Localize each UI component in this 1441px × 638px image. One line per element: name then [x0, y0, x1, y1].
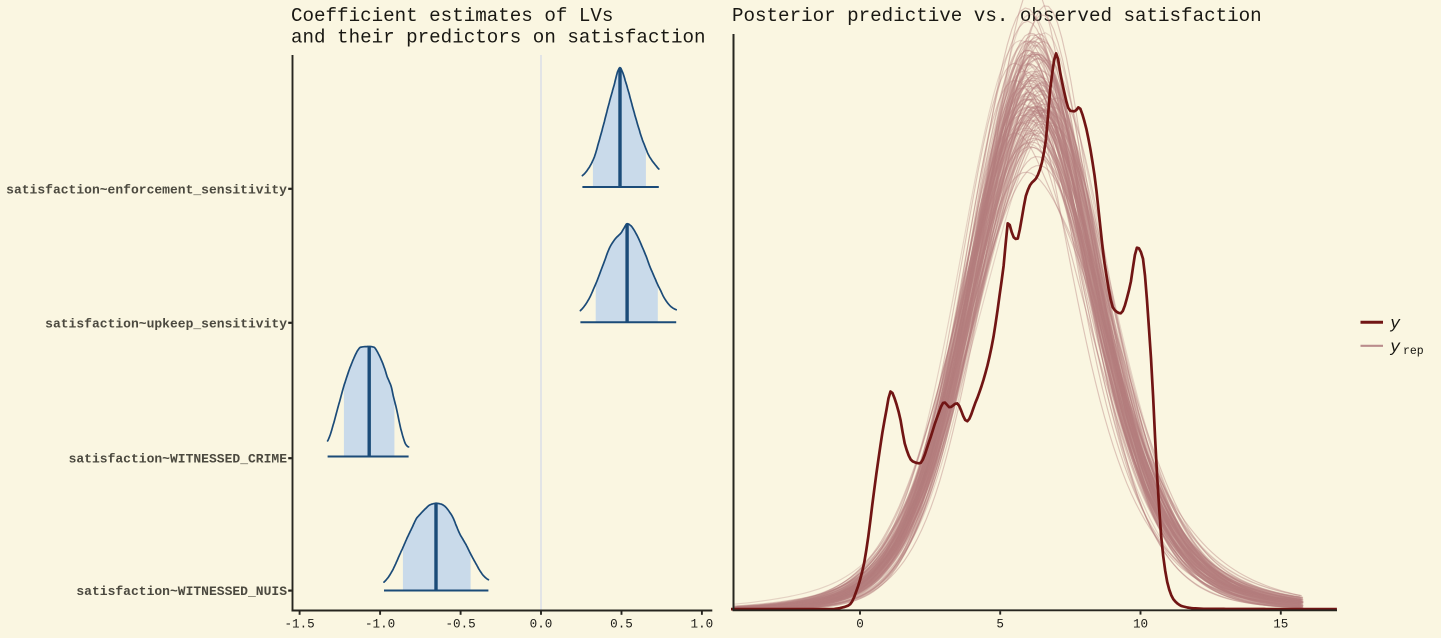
svg-text:10: 10: [1133, 618, 1148, 632]
svg-text:rep: rep: [1403, 345, 1424, 358]
svg-text:y: y: [1389, 315, 1401, 334]
svg-text:y: y: [1389, 339, 1401, 358]
svg-text:0: 0: [856, 618, 864, 632]
svg-text:satisfaction~WITNESSED_NUIS: satisfaction~WITNESSED_NUIS: [76, 584, 287, 599]
svg-text:and their predictors on satisf: and their predictors on satisfaction: [291, 27, 706, 49]
svg-text:Coefficient estimates of LVs: Coefficient estimates of LVs: [291, 5, 613, 27]
svg-text:0.5: 0.5: [610, 618, 633, 632]
svg-text:-0.5: -0.5: [445, 618, 475, 632]
svg-text:satisfaction~WITNESSED_CRIME: satisfaction~WITNESSED_CRIME: [69, 452, 288, 467]
svg-text:satisfaction~enforcement_sensi: satisfaction~enforcement_sensitivity: [6, 182, 287, 197]
svg-text:satisfaction~upkeep_sensitivit: satisfaction~upkeep_sensitivity: [45, 316, 287, 331]
svg-text:0.0: 0.0: [530, 618, 553, 632]
svg-text:-1.0: -1.0: [365, 618, 395, 632]
svg-text:1.0: 1.0: [691, 618, 714, 632]
svg-text:5: 5: [996, 618, 1004, 632]
svg-text:Posterior predictive vs. obser: Posterior predictive vs. observed satisf…: [732, 5, 1262, 27]
svg-text:15: 15: [1273, 618, 1288, 632]
svg-text:-1.5: -1.5: [284, 618, 314, 632]
